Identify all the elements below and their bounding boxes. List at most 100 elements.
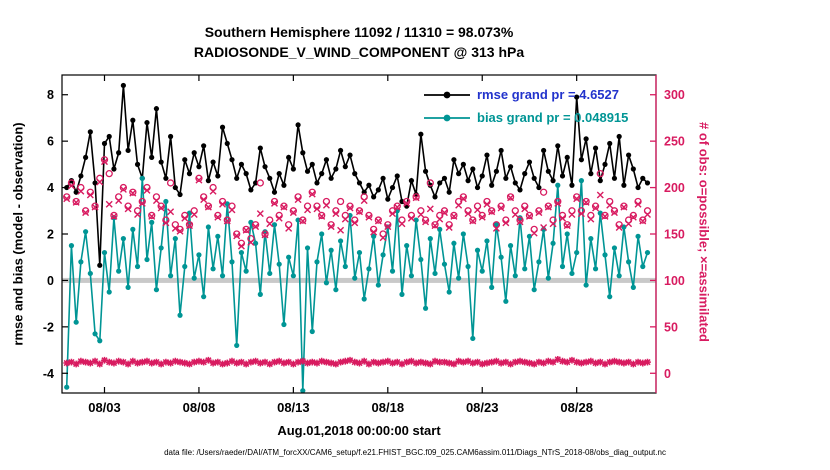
bias-marker (149, 219, 155, 225)
bias-marker (574, 249, 580, 256)
rmse-marker (219, 124, 226, 130)
y-axis-label-left: rmse and bias (model - observation) (10, 122, 26, 346)
rejected-markers (63, 355, 651, 368)
possible-marker (166, 179, 175, 187)
bias-marker (427, 236, 433, 242)
rmse-marker (456, 171, 462, 177)
rmse-marker (498, 147, 504, 154)
bias-marker (111, 215, 117, 221)
rmse-marker (512, 180, 518, 186)
possible-marker (256, 179, 264, 187)
rmse-marker (408, 178, 415, 184)
rmse-marker (144, 119, 150, 126)
bias-marker (555, 182, 561, 188)
bias-marker (512, 273, 518, 279)
bias-marker (158, 245, 164, 251)
rmse-marker (522, 171, 528, 177)
bias-marker (432, 270, 438, 277)
rmse-marker (196, 164, 202, 170)
possible-marker (148, 211, 156, 220)
bias-marker (78, 259, 84, 265)
rmse-marker (78, 173, 84, 179)
bias-marker (295, 217, 301, 223)
bias-marker (592, 266, 599, 272)
bias-marker (413, 217, 419, 223)
rmse-marker (73, 189, 79, 195)
rmse-marker (352, 171, 358, 177)
possible-marker (469, 216, 477, 224)
rmse-marker (68, 178, 75, 184)
possible-marker (596, 169, 604, 178)
bias-marker (177, 312, 183, 318)
rmse-marker (92, 180, 98, 186)
possible-marker (563, 221, 571, 229)
rmse-marker (484, 152, 490, 158)
bias-marker (465, 263, 471, 270)
legend: rmse grand pr = 4.6527 bias grand pr = 0… (424, 83, 628, 129)
rmse-marker (168, 133, 174, 140)
rmse-marker (526, 159, 533, 165)
bias-marker (215, 233, 221, 239)
rmse-marker (347, 152, 353, 158)
bias-marker (304, 245, 311, 251)
rmse-marker (229, 157, 235, 163)
possible-marker (365, 211, 373, 220)
bias-marker (276, 261, 282, 267)
rmse-marker (503, 175, 509, 181)
possible-marker (573, 193, 581, 201)
rmse-marker (375, 187, 381, 193)
possible-marker (601, 211, 609, 220)
y-tick-label-left: 2 (47, 228, 54, 242)
bias-marker (229, 259, 235, 265)
assimilated-series (63, 158, 651, 250)
possible-marker (355, 207, 364, 215)
bias-marker (404, 243, 410, 249)
rmse-marker (489, 182, 495, 188)
bias-marker (352, 275, 358, 281)
bias-marker (347, 212, 353, 219)
bias-marker (196, 252, 202, 258)
possible-marker (393, 202, 401, 210)
bias-marker (314, 259, 320, 265)
possible-marker (421, 216, 430, 224)
zero-reference-band (62, 277, 656, 283)
possible-marker (91, 202, 99, 210)
rmse-marker (153, 106, 160, 112)
x-tick-label: 08/23 (466, 400, 499, 415)
rmse-marker (635, 184, 641, 191)
rmse-marker (276, 171, 282, 177)
rmse-marker (205, 178, 211, 184)
rmse-marker (389, 184, 396, 191)
rmse-marker (97, 262, 103, 268)
bias-marker (168, 273, 174, 279)
bias-marker (191, 275, 197, 281)
bias-marker (139, 175, 145, 181)
rmse-marker (479, 173, 485, 179)
rmse-marker (541, 147, 547, 154)
possible-marker (497, 202, 505, 210)
rmse-marker (597, 178, 603, 184)
rmse-marker (441, 175, 448, 181)
possible-marker (242, 225, 250, 234)
possible-marker (105, 169, 113, 178)
rmse-marker (243, 171, 249, 177)
legend-label-rmse: rmse grand pr = 4.6527 (477, 87, 619, 102)
possible-marker (299, 216, 307, 224)
rmse-marker (399, 198, 405, 205)
rmse-marker (83, 154, 89, 161)
rmse-marker (215, 173, 221, 179)
rmse-marker (644, 180, 651, 186)
title-line-2: RADIOSONDE_V_WIND_COMPONENT @ 313 hPa (193, 44, 525, 60)
bias-marker (243, 268, 249, 274)
rmse-marker (517, 187, 523, 193)
bias-marker (300, 388, 306, 394)
rmse-marker (337, 147, 344, 154)
rmse-marker (116, 150, 122, 156)
y-tick-label-left: 8 (47, 88, 54, 102)
possible-marker (384, 221, 392, 229)
y-tick-label-left: 4 (47, 181, 54, 195)
possible-marker (403, 197, 411, 206)
rmse-marker (470, 166, 476, 172)
bias-marker (456, 275, 462, 281)
